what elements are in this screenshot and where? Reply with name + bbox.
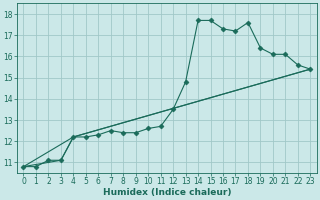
X-axis label: Humidex (Indice chaleur): Humidex (Indice chaleur) — [103, 188, 231, 197]
